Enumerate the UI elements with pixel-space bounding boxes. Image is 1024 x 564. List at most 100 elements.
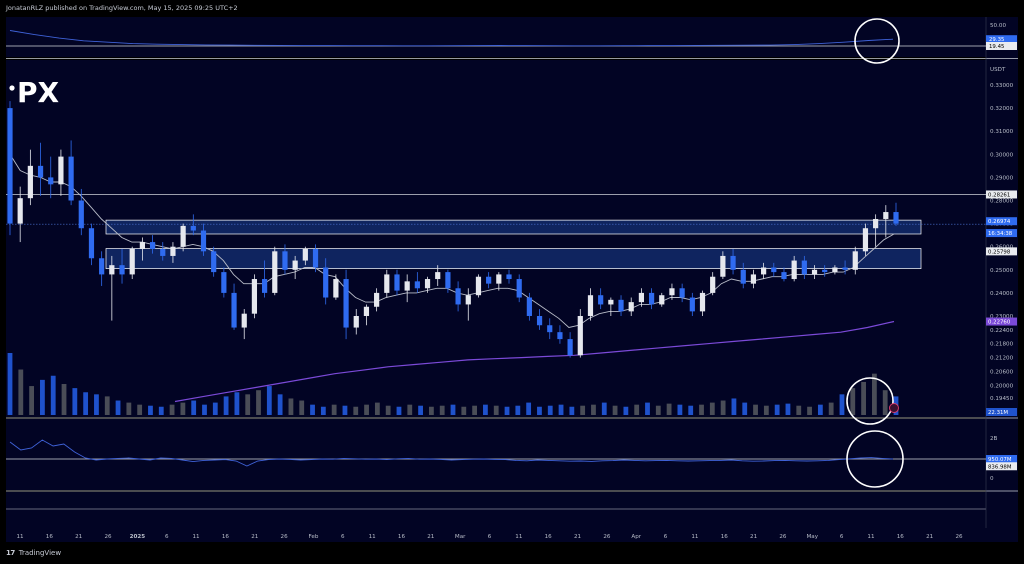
volume-bar [256, 390, 261, 415]
candle-body [333, 279, 339, 298]
volume-bar [277, 394, 283, 415]
date-axis-label: 11 [16, 534, 24, 540]
price-axis-label: 0.31000 [990, 129, 1014, 135]
volume-bar [537, 406, 542, 415]
empty-pane-bg [6, 492, 986, 528]
candle-body [27, 165, 33, 199]
bottom-value-tag-box [986, 454, 1017, 463]
candle-body [78, 200, 84, 229]
candle-body [699, 292, 706, 312]
candle-body [628, 302, 634, 312]
px-logo-text: PX [17, 76, 60, 109]
candle-body [587, 295, 594, 316]
price-axis-label: 0.21800 [990, 342, 1014, 348]
tradingview-brand[interactable]: TradingView [18, 549, 62, 557]
price-tag-box [986, 229, 1017, 238]
price-tags-layer: 0.28261 0.26974 16:34:38 0.25798 0.22760 22.3… [986, 190, 1017, 416]
volume-bar [29, 386, 35, 415]
volume-bar [796, 405, 802, 415]
candle-body [465, 295, 471, 305]
tradingview-logo-icon[interactable]: 17 [6, 549, 15, 557]
tv-replay-icon[interactable] [889, 403, 899, 413]
candle-body [261, 279, 268, 293]
candle-body [455, 288, 461, 305]
volume-bar [61, 384, 67, 415]
date-axis-label: 6 [488, 534, 492, 540]
date-axis-label: 16 [222, 534, 230, 540]
quote-unit: USDT [990, 67, 1006, 73]
candle-body [149, 242, 156, 250]
date-axis-bg [6, 528, 1018, 542]
date-axis-label: 16 [398, 534, 406, 540]
candle-body [139, 242, 145, 250]
date-axis-label: 16 [545, 534, 553, 540]
price-axis-label: 0.33000 [990, 83, 1014, 89]
date-axis-label: 21 [75, 534, 83, 540]
date-axis-label: 26 [603, 534, 611, 540]
candles-layer[interactable] [7, 101, 899, 358]
date-axis-label: 11 [369, 534, 377, 540]
candle-body [58, 156, 64, 185]
candle-body [343, 279, 349, 328]
bottom-indicator-line [9, 439, 894, 467]
price-axis-label: 0.29000 [990, 175, 1014, 181]
bottom-value-tag-label: 950.07M [988, 457, 1012, 463]
px-logo: PX [9, 76, 60, 109]
date-axis-label: 21 [427, 534, 435, 540]
price-tag-box [986, 247, 1017, 256]
candle-body [598, 295, 604, 305]
volume-bar [50, 375, 56, 415]
volume-bar [634, 404, 640, 415]
volume-bar [677, 404, 683, 415]
publisher-line: JonatanRLZ published on TradingView.com,… [6, 4, 238, 12]
volume-bar [407, 404, 413, 415]
price-axis-label: 0.19450 [990, 396, 1014, 402]
candle-body [424, 279, 431, 289]
volume-bar [396, 406, 402, 415]
candle-body [557, 332, 563, 340]
volume-bar [666, 403, 672, 415]
date-axis-label: 11 [691, 534, 699, 540]
price-tag-label: 0.22760 [988, 320, 1011, 326]
volume-bar [850, 388, 856, 415]
candle-body [211, 251, 217, 273]
candle-body [180, 225, 186, 247]
price-axis-label: 0.32000 [990, 106, 1014, 112]
candle-body [353, 315, 359, 328]
ema-fast-line [9, 154, 895, 328]
candle-body [832, 267, 838, 273]
date-axis-label: 26 [281, 534, 289, 540]
volume-bar [720, 400, 726, 415]
volume-bar [569, 406, 575, 415]
volume-bar [688, 405, 694, 415]
candle-body [689, 297, 695, 312]
volume-bar [774, 404, 780, 415]
volume-bar [645, 402, 650, 415]
volume-bar [299, 400, 305, 415]
price-axis-label: 0.23000 [990, 314, 1014, 320]
volume-bar [353, 406, 359, 415]
candle-body [638, 292, 645, 303]
price-axis-label: 0.22400 [990, 328, 1014, 334]
volume-bar [364, 404, 369, 415]
px-logo-dot [9, 85, 15, 91]
candle-body [17, 198, 23, 224]
candle-body [160, 249, 166, 256]
candle-body [475, 276, 482, 296]
price-axis-label: 0.30000 [990, 152, 1014, 158]
candle-body [68, 156, 74, 201]
price-tag-box [986, 217, 1017, 226]
candle-body [811, 269, 818, 275]
candle-body [302, 249, 308, 261]
candle-body [526, 297, 532, 316]
top-indicator-line [9, 30, 894, 47]
candle-body [791, 260, 797, 280]
volume-bar [428, 406, 434, 415]
candle-body [190, 225, 196, 231]
candle-body [99, 258, 105, 275]
volume-tag-box [986, 408, 1017, 416]
price-pane-bg [6, 60, 986, 417]
candle-body [536, 315, 543, 326]
